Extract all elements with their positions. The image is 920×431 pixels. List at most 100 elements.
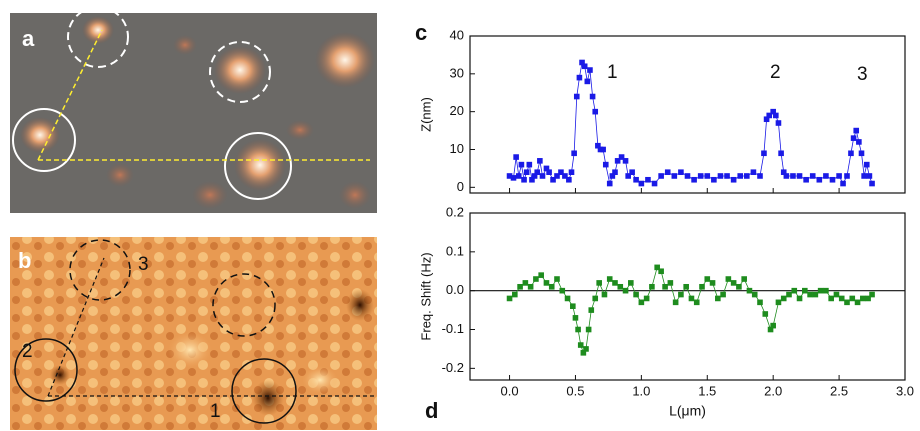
data-point (628, 280, 634, 286)
y-tick-label: -0.2 (442, 360, 464, 375)
data-point (658, 173, 664, 179)
data-point (829, 176, 836, 183)
data-point (579, 59, 585, 66)
data-line (509, 266, 873, 354)
data-point (529, 176, 535, 183)
data-point (773, 112, 779, 119)
data-point (571, 150, 577, 157)
data-point (617, 283, 624, 290)
data-point (791, 287, 798, 294)
data-point (744, 173, 750, 179)
data-point (704, 276, 711, 282)
data-point (526, 161, 533, 168)
data-point (585, 326, 592, 333)
data-point (600, 146, 606, 153)
data-point (588, 307, 595, 313)
data-point (775, 299, 782, 306)
data-point (823, 173, 829, 179)
data-point (717, 173, 724, 179)
data-point (678, 169, 684, 175)
data-point (869, 180, 875, 187)
data-point (684, 173, 691, 179)
data-point (506, 295, 513, 302)
data-point (704, 173, 711, 179)
data-point (840, 180, 846, 187)
data-point (796, 295, 803, 302)
data-point (562, 173, 568, 179)
data-point (761, 150, 767, 157)
x-tick-label: 2.0 (764, 383, 782, 398)
data-point (802, 287, 808, 294)
data-point (778, 150, 784, 157)
data-point (592, 108, 599, 115)
data-point (812, 291, 819, 298)
data-point (796, 173, 803, 179)
data-point (576, 74, 583, 81)
data-point (746, 287, 753, 294)
y-tick-label: 0.2 (446, 204, 464, 219)
data-point (638, 180, 645, 187)
plot-frame (469, 212, 906, 381)
data-point (780, 169, 787, 175)
data-point (858, 150, 865, 157)
image-annotation: 1 (210, 401, 221, 422)
data-point (833, 291, 840, 298)
data-point (767, 326, 774, 333)
image-annotation: 3 (138, 254, 149, 275)
data-point (853, 127, 860, 134)
data-point (580, 350, 587, 356)
plot-frame (469, 35, 906, 194)
data-point (856, 139, 862, 145)
y-tick-label: 0.0 (446, 282, 464, 297)
data-point (589, 93, 596, 100)
data-point (521, 176, 527, 183)
data-point (671, 173, 678, 179)
data-point (691, 176, 697, 183)
data-point (515, 173, 522, 179)
data-point (614, 158, 621, 164)
data-point (566, 176, 572, 183)
data-point (730, 280, 737, 286)
y-tick-label: -0.1 (442, 321, 464, 336)
data-point (649, 283, 655, 290)
data-point (595, 142, 601, 149)
panel-label: c (415, 20, 427, 45)
data-point (715, 295, 721, 302)
data-point (539, 173, 546, 179)
data-point (606, 180, 613, 187)
data-point (543, 280, 550, 286)
data-point (861, 173, 867, 179)
data-point (510, 175, 517, 181)
data-point (602, 161, 609, 168)
data-point (737, 173, 744, 179)
data-point (584, 78, 591, 85)
data-point (573, 93, 580, 100)
data-point (654, 264, 660, 271)
data-point (736, 283, 742, 290)
data-point (596, 280, 602, 286)
data-point (662, 283, 668, 290)
data-point (612, 169, 618, 175)
data-line (509, 61, 873, 186)
data-point (823, 287, 829, 294)
x-tick-label: 0.5 (566, 383, 584, 398)
data-point (572, 315, 579, 321)
data-point (506, 173, 513, 179)
data-point (869, 291, 875, 298)
data-point (865, 295, 871, 302)
data-point (688, 295, 695, 302)
data-point (568, 169, 575, 175)
data-point (612, 280, 618, 286)
data-point (575, 326, 581, 333)
y-tick-label: 0.1 (446, 243, 464, 258)
y-tick-label: 40 (450, 27, 464, 42)
data-point (558, 169, 564, 175)
data-point (638, 299, 645, 306)
data-point (633, 176, 639, 183)
data-point (683, 283, 689, 290)
image-b: b 1 2 3 (10, 237, 377, 430)
data-point (724, 173, 730, 179)
data-point (730, 176, 737, 183)
